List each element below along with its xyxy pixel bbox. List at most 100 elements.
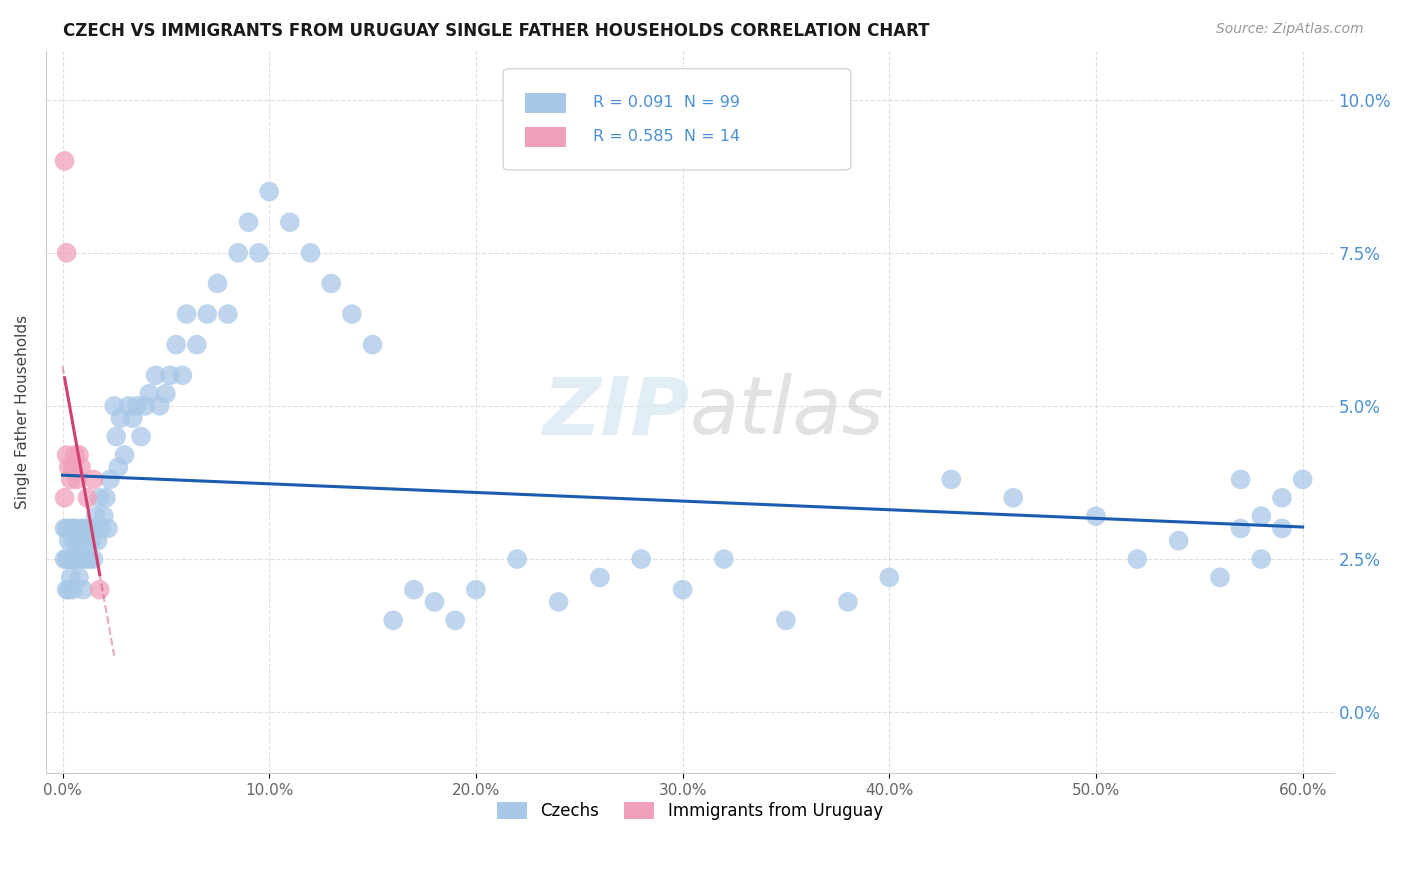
Text: CZECH VS IMMIGRANTS FROM URUGUAY SINGLE FATHER HOUSEHOLDS CORRELATION CHART: CZECH VS IMMIGRANTS FROM URUGUAY SINGLE …	[63, 22, 929, 40]
Point	[444, 613, 467, 627]
Point	[172, 368, 194, 383]
Point	[1271, 521, 1294, 535]
Point	[1291, 472, 1313, 486]
Point	[1209, 570, 1232, 584]
Point	[149, 399, 172, 413]
Text: R = 0.091  N = 99: R = 0.091 N = 99	[593, 95, 740, 111]
Point	[713, 552, 735, 566]
Point	[70, 521, 93, 535]
Point	[67, 448, 90, 462]
Point	[299, 245, 322, 260]
Point	[138, 386, 160, 401]
Point	[117, 399, 139, 413]
Point	[217, 307, 239, 321]
Point	[89, 582, 111, 597]
Point	[59, 570, 82, 584]
Point	[72, 521, 94, 535]
Point	[62, 521, 84, 535]
Point	[62, 533, 84, 548]
Point	[97, 521, 120, 535]
Point	[94, 491, 117, 505]
Point	[55, 448, 77, 462]
Point	[589, 570, 612, 584]
Point	[70, 460, 93, 475]
Point	[62, 552, 84, 566]
Point	[1271, 491, 1294, 505]
Point	[1229, 472, 1251, 486]
Point	[62, 460, 84, 475]
Point	[76, 491, 98, 505]
Text: R = 0.585  N = 14: R = 0.585 N = 14	[593, 129, 741, 145]
Point	[547, 595, 569, 609]
Point	[67, 533, 90, 548]
Point	[159, 368, 181, 383]
Point	[1229, 521, 1251, 535]
Point	[671, 582, 693, 597]
FancyBboxPatch shape	[524, 93, 567, 112]
Point	[247, 245, 270, 260]
Point	[75, 533, 97, 548]
Point	[114, 448, 136, 462]
Point	[103, 399, 125, 413]
Point	[340, 307, 363, 321]
Point	[55, 552, 77, 566]
Point	[1167, 533, 1189, 548]
Point	[134, 399, 156, 413]
Point	[423, 595, 446, 609]
Point	[226, 245, 249, 260]
Point	[877, 570, 900, 584]
Point	[257, 185, 280, 199]
Point	[72, 552, 94, 566]
FancyBboxPatch shape	[503, 69, 851, 170]
Point	[86, 533, 108, 548]
Point	[62, 582, 84, 597]
Point	[165, 337, 187, 351]
Point	[53, 552, 76, 566]
Point	[63, 448, 86, 462]
Text: atlas: atlas	[690, 373, 884, 451]
Point	[90, 521, 112, 535]
Point	[176, 307, 198, 321]
Point	[53, 491, 76, 505]
Point	[63, 521, 86, 535]
Point	[278, 215, 301, 229]
Point	[238, 215, 260, 229]
Point	[66, 533, 89, 548]
Legend: Czechs, Immigrants from Uruguay: Czechs, Immigrants from Uruguay	[491, 795, 890, 827]
Point	[125, 399, 148, 413]
Point	[80, 533, 103, 548]
Point	[53, 153, 76, 168]
Point	[98, 472, 121, 486]
Point	[59, 472, 82, 486]
Point	[941, 472, 963, 486]
Point	[1126, 552, 1149, 566]
Point	[1002, 491, 1025, 505]
Point	[155, 386, 177, 401]
Point	[837, 595, 859, 609]
Point	[83, 521, 105, 535]
Point	[110, 411, 132, 425]
Point	[1084, 509, 1107, 524]
Point	[55, 582, 77, 597]
Point	[83, 472, 105, 486]
Point	[89, 491, 111, 505]
Point	[195, 307, 218, 321]
Point	[67, 570, 90, 584]
Point	[129, 429, 152, 443]
Text: Source: ZipAtlas.com: Source: ZipAtlas.com	[1216, 22, 1364, 37]
Point	[58, 533, 80, 548]
Point	[76, 521, 98, 535]
Point	[58, 460, 80, 475]
Point	[630, 552, 652, 566]
Point	[464, 582, 486, 597]
Point	[775, 613, 797, 627]
Text: ZIP: ZIP	[543, 373, 690, 451]
Point	[506, 552, 529, 566]
Point	[107, 460, 129, 475]
Point	[83, 552, 105, 566]
Point	[361, 337, 384, 351]
Point	[105, 429, 128, 443]
Point	[84, 509, 107, 524]
Point	[1250, 509, 1272, 524]
Point	[382, 613, 405, 627]
